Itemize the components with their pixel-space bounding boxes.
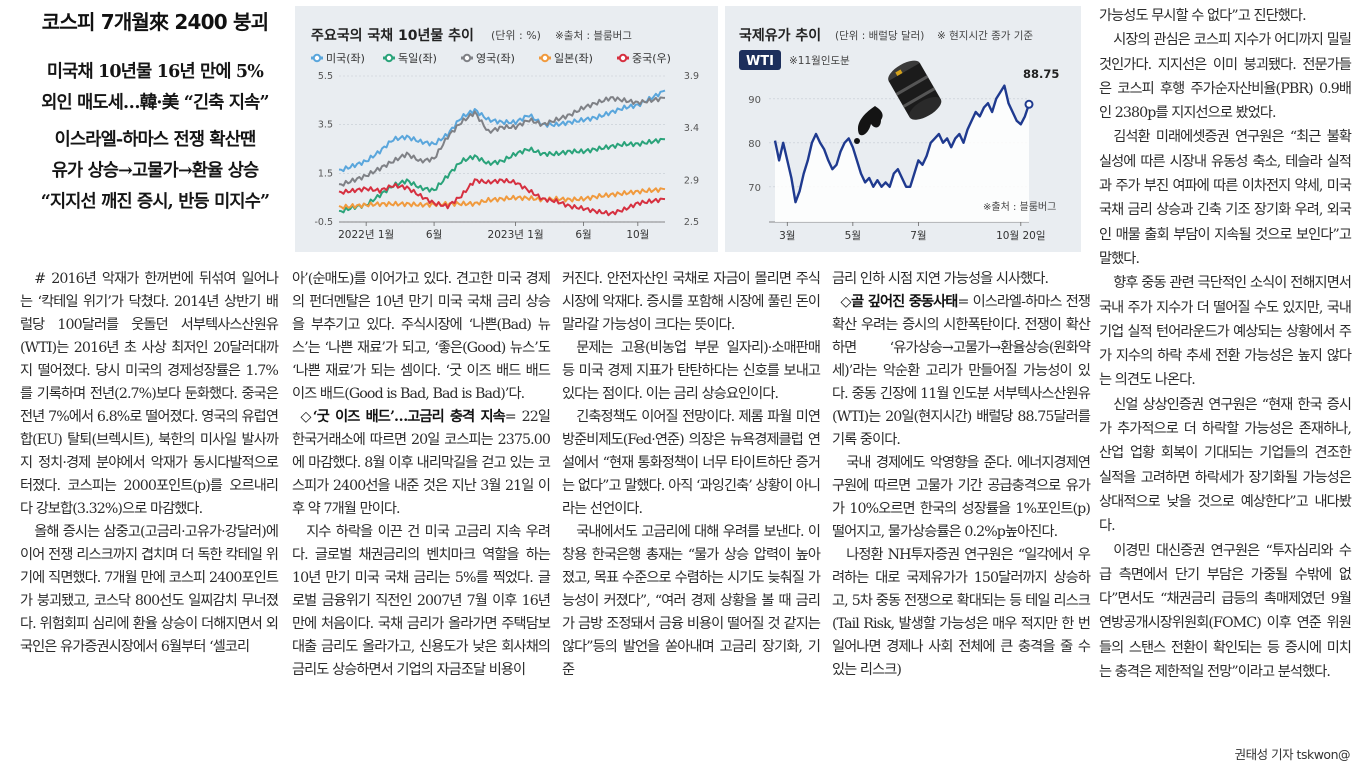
wti-badge-note: ※11월인도분 xyxy=(789,55,850,67)
series-line xyxy=(338,96,666,187)
subhead-paragraph: ◇골 깊어진 중동사태= 이스라엘-하마스 전쟁 확산 우려는 증시의 시한폭탄… xyxy=(832,294,1091,448)
paragraph: 커진다. 안전자산인 국채로 자금이 몰리면 주식시장에 악재다. 증시를 포함… xyxy=(562,271,821,333)
left-axis-tick: 5.5 xyxy=(318,71,333,82)
subheadline-2: 이스라엘-하마스 전쟁 확산땐 유가 상승→고물가→환율 상승 “지지선 깨진 … xyxy=(40,130,270,212)
oil-chart-unit: (단위 : 배럴당 달러) xyxy=(835,29,924,42)
paragraph: 김석환 미래에셋증권 연구원은 “최근 불확실성에 따른 시장내 유동성 축소,… xyxy=(1099,129,1352,267)
right-axis-tick: 3.4 xyxy=(684,123,699,134)
paragraph: 국내 경제에도 악영향을 준다. 에너지경제연구원에 따르면 고물가 기간 공급… xyxy=(832,455,1091,540)
paragraph: 향후 중동 관련 극단적인 소식이 전해지면서 국내 주가 지수가 더 떨어질 … xyxy=(1099,275,1352,389)
byline: 권태성 기자 tskwon@ xyxy=(1234,747,1351,762)
subhead: ◇‘굿 이즈 배드’…고금리 충격 지속 xyxy=(300,409,506,425)
x-axis-tick: 2023년 1월 xyxy=(488,229,544,241)
paragraph: 문제는 고용(비농업 부문 일자리)·소매판매 등 미국 경제 지표가 탄탄하다… xyxy=(562,340,821,402)
article-column-3: 커진다. 안전자산인 국채로 자금이 몰리면 주식시장에 악재다. 증시를 포함… xyxy=(562,268,821,682)
subheadline-1: 미국채 10년물 16년 만에 5% 외인 매도세…韓·美 “긴축 지속” xyxy=(41,62,269,113)
subhead: ◇골 깊어진 중동사태 xyxy=(840,294,959,310)
bond-chart-unit: (단위 : %) xyxy=(491,29,541,42)
paragraph: 금리 인하 시점 지연 가능성을 시사했다. xyxy=(832,271,1049,287)
oil-chart-note: ※ 현지시간 종가 기준 xyxy=(937,30,1033,42)
paragraph: 가능성도 무시할 수 없다”고 진단했다. xyxy=(1099,8,1307,24)
legend-entry: 중국(우) xyxy=(632,52,671,65)
legend-marker xyxy=(618,53,628,63)
series-line xyxy=(338,89,666,173)
legend-entry: 일본(좌) xyxy=(554,51,593,65)
paragraph: 나정환 NH투자증권 연구원은 “일각에서 우려하는 대로 국제유가가 150달… xyxy=(832,547,1091,678)
right-axis-tick: 2.5 xyxy=(684,217,699,228)
left-axis-tick: 3.5 xyxy=(318,120,333,131)
article-column-5: 가능성도 무시할 수 없다”고 진단했다. 시장의 관심은 코스피 지수가 어디… xyxy=(1099,4,1352,684)
article-column-1: # 2016년 악재가 한꺼번에 뒤섞여 일어나는 ‘칵테일 위기’가 닥쳤다.… xyxy=(20,268,279,659)
paragraph: # 2016년 악재가 한꺼번에 뒤섞여 일어나는 ‘칵테일 위기’가 닥쳤다.… xyxy=(20,271,279,517)
oil-last-value-label: 88.75 xyxy=(1023,67,1059,81)
oil-chart-title: 국제유가 추이 xyxy=(739,27,821,44)
legend-marker xyxy=(312,53,322,63)
oil-spill-icon xyxy=(857,106,883,136)
paragraph: 국내에서도 고금리에 대해 우려를 보낸다. 이창용 한국은행 총재는 “물가 … xyxy=(562,524,821,678)
oil-price-chart: 국제유가 추이 (단위 : 배럴당 달러) ※ 현지시간 종가 기준 WTI ※… xyxy=(725,6,1081,252)
y-axis-tick: 90 xyxy=(748,95,761,106)
x-axis-tick: 7월 xyxy=(910,230,926,242)
bond-chart-source: ※출처 : 블룸버그 xyxy=(555,30,632,42)
main-headline: 코스피 7개월來 2400 붕괴 xyxy=(41,10,269,34)
article-column-4: 금리 인하 시점 지연 가능성을 시사했다. ◇골 깊어진 중동사태= 이스라엘… xyxy=(832,268,1091,682)
x-axis-tick: 10월 xyxy=(626,229,649,241)
legend-entry: 미국(좌) xyxy=(326,52,365,65)
y-axis-tick: 80 xyxy=(748,139,761,150)
x-axis-tick: 2022년 1월 xyxy=(338,229,394,241)
oil-price-svg: 국제유가 추이 (단위 : 배럴당 달러) ※ 현지시간 종가 기준 WTI ※… xyxy=(739,27,1059,242)
oil-barrel-icon xyxy=(888,60,942,120)
x-axis-tick: 3월 xyxy=(779,230,795,242)
legend-marker xyxy=(540,53,550,63)
oil-chart-source: ※출처 : 블룸버그 xyxy=(983,201,1056,213)
subhead-paragraph: ◇‘굿 이즈 배드’…고금리 충격 지속= 22일 한국거래소에 따르면 20일… xyxy=(292,409,551,517)
legend-marker xyxy=(384,53,394,63)
x-axis-tick: 6월 xyxy=(426,229,442,241)
paragraph: 시장의 관심은 코스피 지수가 어디까지 밀릴 것인가다. 지지선은 이미 붕괴… xyxy=(1099,32,1352,122)
legend-entry: 영국(좌) xyxy=(476,52,515,65)
legend-entry: 독일(좌) xyxy=(398,51,437,65)
oil-area xyxy=(775,85,1029,222)
x-axis-tick: 5월 xyxy=(845,230,861,242)
paragraph: 올해 증시는 삼중고(고금리·고유가·강달러)에 이어 전쟁 리스크까지 겹치며… xyxy=(20,524,279,655)
paragraph: 긴축정책도 이어질 전망이다. 제롬 파월 미연방준비제도(Fed·연준) 의장… xyxy=(562,409,821,517)
series-line xyxy=(338,178,666,217)
paragraph: 이경민 대신증권 연구원은 “투자심리와 수급 측면에서 단기 부담은 가중될 … xyxy=(1099,542,1352,681)
paragraph: 아’(순매도)를 이어가고 있다. 견고한 미국 경제의 펀더멘탈은 10년 만… xyxy=(292,271,551,402)
right-axis-tick: 3.9 xyxy=(684,71,699,82)
right-axis-tick: 2.9 xyxy=(684,175,699,186)
series-line xyxy=(338,137,666,214)
series-line xyxy=(338,187,666,210)
article-column-2: 아’(순매도)를 이어가고 있다. 견고한 미국 경제의 펀더멘탈은 10년 만… xyxy=(292,268,551,682)
left-axis-tick: -0.5 xyxy=(314,217,333,228)
paragraph: 지수 하락을 이끈 건 미국 고금리 지속 우려다. 글로벌 채권금리의 벤치마… xyxy=(292,524,551,678)
paragraph: 신얼 상상인증권 연구원은 “현재 한국 증시가 추가적으로 더 하락할 가능성… xyxy=(1099,396,1352,535)
bond-chart-title: 주요국의 국채 10년물 추이 xyxy=(311,27,474,44)
x-axis-tick: 6월 xyxy=(575,229,591,241)
x-axis-tick: 10월 20일 xyxy=(996,229,1045,242)
bond-yield-svg: 주요국의 국채 10년물 추이 (단위 : %) ※출처 : 블룸버그 미국(좌… xyxy=(311,27,699,241)
left-axis-tick: 1.5 xyxy=(318,168,333,179)
headline-block: 코스피 7개월來 2400 붕괴 미국채 10년물 16년 만에 5% 외인 매… xyxy=(20,6,290,218)
oil-drop-icon xyxy=(854,138,860,144)
oil-line xyxy=(773,84,1031,204)
wti-badge-bg xyxy=(739,50,781,70)
y-axis-tick: 70 xyxy=(748,183,761,194)
bond-yield-chart: 주요국의 국채 10년물 추이 (단위 : %) ※출처 : 블룸버그 미국(좌… xyxy=(295,6,718,252)
legend-marker xyxy=(462,53,472,63)
oil-last-point xyxy=(1024,99,1034,109)
wti-badge: WTI xyxy=(746,54,774,69)
